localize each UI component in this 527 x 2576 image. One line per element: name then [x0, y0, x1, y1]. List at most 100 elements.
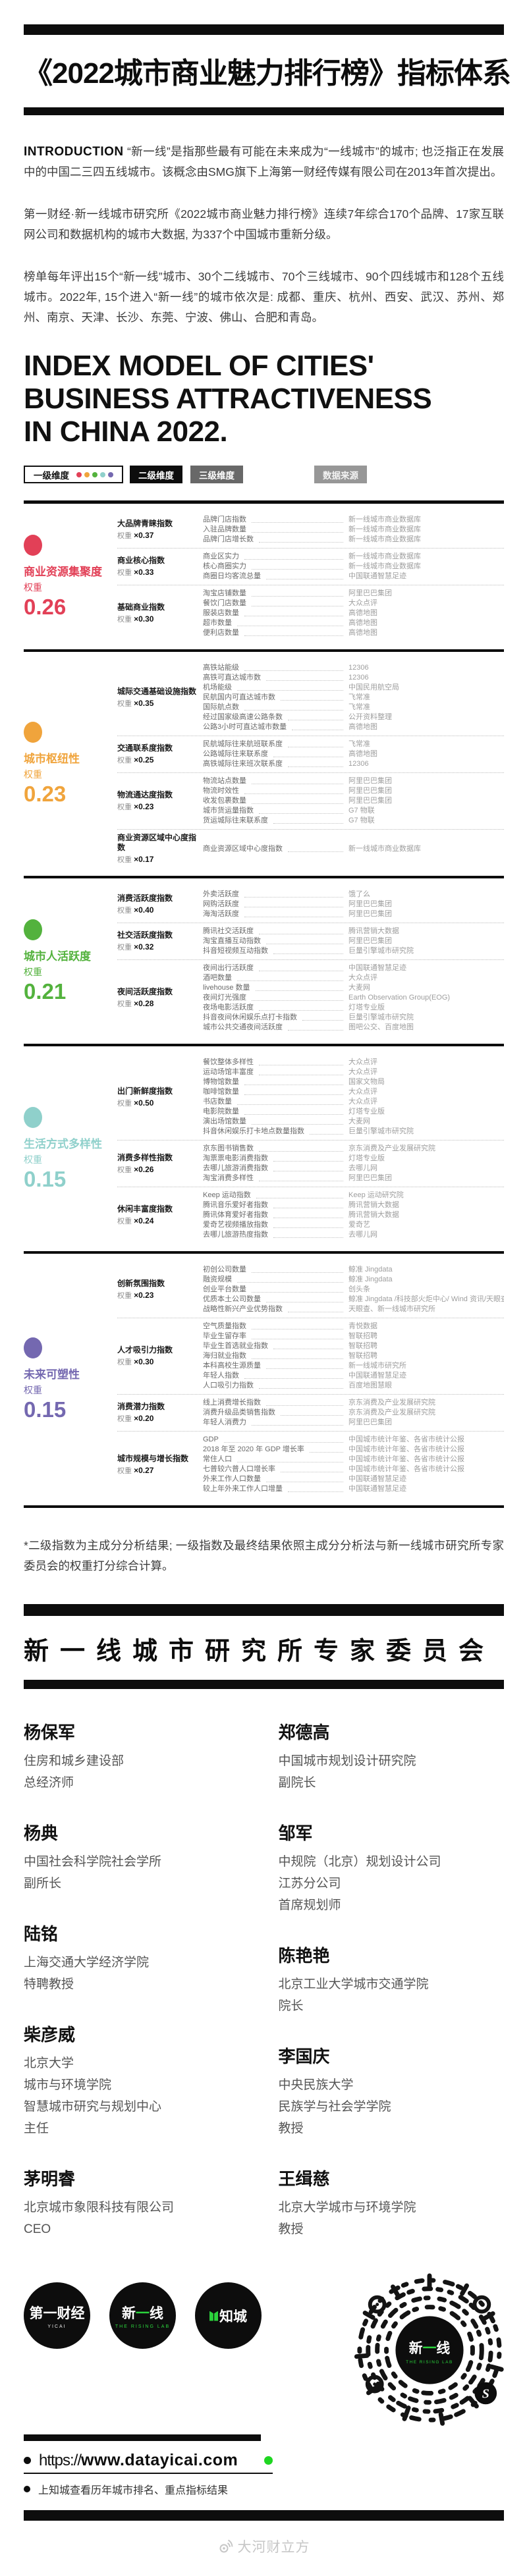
indicator-name: 2018 年至 2020 年 GDP 增长率 — [203, 1445, 304, 1453]
weibo-watermark-icon — [219, 2539, 233, 2553]
indicator-row: 餐饮整体多样性 大众点评 — [203, 1058, 504, 1067]
indicator-name: 抖音休闲娱乐打卡地点数量指数 — [203, 1127, 304, 1135]
indicator-row: 品牌门店指数 新一线城市商业数据库 — [203, 515, 504, 525]
subindex-weight: 权重 ×0.20 — [117, 1414, 154, 1423]
data-source: 高德地图 — [348, 609, 377, 617]
committee-column: 杨保军 住房和城乡建设部 总经济师 杨典 中国社会科学院社会学所 副所长 陆铭 上海… — [24, 1719, 264, 2267]
dimension-weight-value: 0.15 — [24, 1397, 67, 1422]
member-org: 中国城市规划设计研究院 副院长 — [279, 1750, 505, 1794]
subindex-weight: 权重 ×0.40 — [117, 905, 154, 915]
indicator-name: 品牌门店指数 — [203, 516, 246, 523]
subindex-weight: 权重 ×0.28 — [117, 999, 154, 1008]
brand-logo-row: 第一财经 YICAI 新一线 THE RISING LAB 知城 — [24, 2282, 504, 2349]
indicator-row: 腾讯音乐爱好者指数 腾讯营销大数据 — [203, 1200, 504, 1210]
indicator-row: Keep 运动指数 Keep 运动研究院 — [203, 1191, 504, 1200]
member-org: 上海交通大学经济学院 特聘教授 — [24, 1952, 264, 1995]
data-source: 大麦网 — [348, 1117, 370, 1125]
subindex-weight: 权重 ×0.33 — [117, 568, 154, 577]
data-source: 去哪儿网 — [348, 1231, 377, 1239]
logo-subtext: YICAI — [47, 2324, 67, 2329]
indicator-name: 淘票票电影消费指数 — [203, 1154, 268, 1162]
dotted-leader — [266, 680, 343, 681]
data-source: 腾讯营销大数据 — [348, 927, 399, 935]
subindex-name: 夜间活跃度指数 — [117, 987, 173, 996]
member-org-line: 首席规划师 — [278, 1898, 341, 1912]
dimension-groups: 创新氛围指数 权重 ×0.23 初创公司数量 鲸准 Jingdata 融资规模 … — [117, 1262, 504, 1497]
data-source: 青悦数据 — [348, 1322, 377, 1330]
indicator-name: 消费升级品类销售指数 — [203, 1409, 275, 1416]
data-source: 灯塔专业版 — [348, 1154, 385, 1162]
legend-level3: 三级维度 — [190, 466, 243, 483]
indicator-name: 海淘活跃度 — [203, 910, 239, 918]
dimension-column: 城市人活跃度 权重 0.21 — [24, 886, 117, 1036]
member-name: 李国庆 — [278, 2047, 330, 2066]
data-source: 中国城市统计年鉴、各省市统计公报 — [348, 1445, 464, 1453]
index-model-heading: INDEX MODEL OF CITIES' BUSINESS ATTRACTI… — [24, 350, 504, 448]
subindex-column: 创新氛围指数 权重 ×0.23 — [117, 1265, 203, 1314]
committee-member: 郑德高 中国城市规划设计研究院 副院长 — [279, 1719, 505, 1794]
subindex-column: 商业资源区域中心度指数 权重 ×0.17 — [117, 833, 203, 865]
dotted-leader — [288, 1491, 343, 1492]
indicator-name: 创业平台数量 — [203, 1285, 246, 1293]
indicator-name: 物流站点数量 — [203, 777, 246, 785]
indicator-name: 夜场电影活跃度 — [203, 1004, 254, 1011]
committee-member: 邹军 中规院（北京）规划设计公司 江苏分公司 首席规划师 — [279, 1820, 505, 1916]
subindex-weight: 权重 ×0.50 — [117, 1098, 154, 1108]
indicator-rows: 空气质量指数 青悦数据 毕业生留存率 智联招聘 毕业生首选就业指数 智联招聘 海… — [203, 1322, 504, 1391]
dimension-weight-label: 权重 — [24, 581, 42, 593]
indicator-name: 城市货运量指数 — [203, 807, 254, 815]
data-source: 高德地图 — [348, 750, 377, 758]
subindex-weight: 权重 ×0.37 — [117, 531, 154, 540]
title-underline-bar — [24, 107, 504, 115]
member-name: 杨保军 — [24, 1723, 76, 1742]
indicator-row: 货运城际往来联系度 G7 物联 — [203, 816, 504, 826]
indicator-row: 淘宝直播互动指数 阿里巴巴集团 — [203, 936, 504, 946]
committee-member: 杨典 中国社会科学院社会学所 副所长 — [24, 1820, 264, 1894]
dotted-leader — [252, 1358, 343, 1359]
index-group: 出门新鲜度指数 权重 ×0.50 餐饮整体多样性 大众点评 运动场馆丰富度 大众… — [117, 1054, 504, 1140]
dotted-leader — [223, 1442, 343, 1443]
subindex-weight: 权重 ×0.30 — [117, 1357, 154, 1366]
member-name: 郑德高 — [278, 1723, 330, 1742]
dotted-leader — [244, 710, 343, 711]
data-source: 大众点评 — [348, 974, 377, 982]
data-source: 12306 — [348, 664, 369, 672]
indicator-name: GDP — [203, 1436, 219, 1443]
data-source: Earth Observation Group(EOG) — [348, 994, 451, 1002]
index-group: 物流通达度指数 权重 ×0.23 物流站点数量 阿里巴巴集团 物流时效性 阿里巴… — [117, 772, 504, 829]
dotted-leader — [266, 1405, 343, 1406]
member-name: 杨典 — [24, 1823, 59, 1843]
svg-text:THE RISING LAB: THE RISING LAB — [406, 2360, 453, 2365]
dimension-weight-label: 权重 — [24, 966, 42, 977]
indicator-row: 品牌门店增长数 新一线城市商业数据库 — [203, 535, 504, 545]
dotted-leader — [252, 1000, 343, 1001]
data-source: 大众点评 — [348, 1088, 377, 1096]
indicator-rows: 品牌门店指数 新一线城市商业数据库 入驻品牌数量 新一线城市商业数据库 品牌门店… — [203, 515, 504, 545]
indicator-row: 物流时效性 阿里巴巴集团 — [203, 786, 504, 796]
indicator-row: 优质本土公司数量 鲸准 Jingdata /科技部火炬中心/ Wind 资讯/天… — [203, 1295, 504, 1304]
dotted-leader — [244, 635, 343, 636]
data-source: 阿里巴巴集团 — [348, 797, 392, 805]
index-group: 交通联系度指数 权重 ×0.25 民航城际往来航班联系度 飞常准 公路城际往来联… — [117, 736, 504, 772]
website-link[interactable]: https:// www.datayicai.com — [24, 2451, 273, 2474]
indicator-row: 经过国家级高速公路条数 公开资料整理 — [203, 712, 504, 722]
indicator-name: 高铁城际往来班次联系度 — [203, 760, 283, 768]
indicator-row: 高铁可直达城市数 12306 — [203, 673, 504, 683]
indicator-name: 货运城际往来联系度 — [203, 817, 268, 824]
indicator-row: 爱奇艺视频播放指数 爱奇艺 — [203, 1220, 504, 1230]
index-group: 社交活跃度指数 权重 ×0.32 腾讯社交活跃度 腾讯营销大数据 淘宝直播互动指… — [117, 923, 504, 959]
dimension-name: 商业资源集聚度 — [24, 565, 102, 578]
data-source: 天眼查、新一线城市研究所 — [348, 1305, 435, 1313]
indicator-row: 便利店数量 高德地图 — [203, 628, 504, 638]
dotted-leader — [244, 670, 343, 671]
indicator-name: 品牌门店增长数 — [203, 535, 254, 543]
legend-dot — [92, 471, 97, 477]
indicator-name: 经过国家级高速公路条数 — [203, 713, 283, 721]
indicator-row: 高铁城际往来班次联系度 12306 — [203, 759, 504, 769]
data-source: 大众点评 — [348, 1068, 377, 1076]
data-source: 阿里巴巴集团 — [348, 937, 392, 945]
indicator-row: 较上年外来工作人口增量 中国联通智慧足迹 — [203, 1484, 504, 1494]
member-org-line: 北京工业大学城市交通学院 — [278, 1977, 429, 1991]
footnote: *二级指数为主成分分析结果; 一级指数及最终结果依照主成分分析法与新一线城市研究… — [24, 1539, 504, 1572]
dimension-weight-value: 0.23 — [24, 782, 67, 806]
